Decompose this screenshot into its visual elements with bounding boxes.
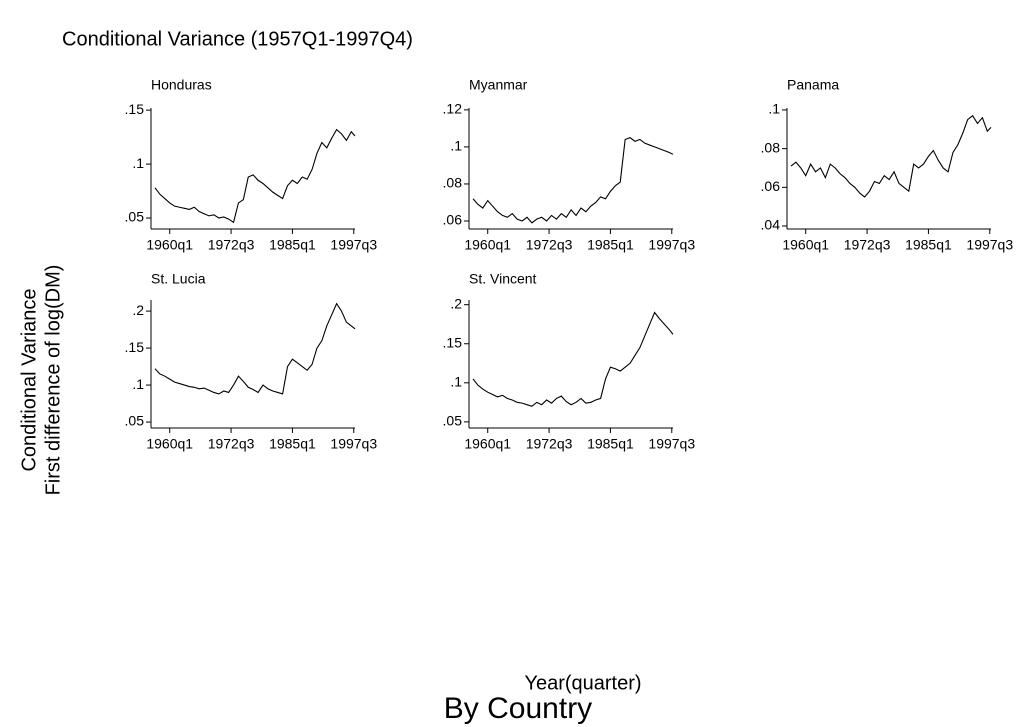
y-tick-label: .2 bbox=[450, 295, 462, 311]
x-tick-label: 1960q1 bbox=[464, 436, 511, 452]
panel-title: St. Lucia bbox=[151, 271, 206, 287]
x-tick-label: 1985q1 bbox=[587, 237, 634, 253]
y-axis-title-line: Conditional Variance bbox=[18, 288, 40, 471]
panel-title: St. Vincent bbox=[469, 271, 537, 287]
data-line bbox=[154, 128, 356, 224]
y-tick-label: .06 bbox=[443, 212, 463, 228]
y-tick-label: .15 bbox=[125, 339, 145, 355]
y-tick-label: .15 bbox=[443, 334, 463, 350]
data-line bbox=[790, 114, 992, 198]
panel-title: Myanmar bbox=[469, 77, 528, 93]
x-tick-label: 1972q3 bbox=[208, 237, 255, 253]
y-tick-label: .1 bbox=[450, 374, 462, 390]
x-tick-label: 1985q1 bbox=[905, 237, 952, 253]
x-tick-label: 1985q1 bbox=[269, 436, 316, 452]
data-line bbox=[472, 311, 674, 407]
x-axis-title: Year(quarter) bbox=[524, 672, 641, 694]
figure-title: Conditional Variance (1957Q1-1997Q4) bbox=[62, 28, 413, 50]
y-tick-label: .06 bbox=[761, 178, 781, 194]
data-line bbox=[472, 137, 674, 224]
x-tick-label: 1997q3 bbox=[648, 436, 695, 452]
panel-title: Honduras bbox=[151, 77, 212, 93]
x-tick-label: 1972q3 bbox=[526, 436, 573, 452]
x-tick-label: 1960q1 bbox=[782, 237, 829, 253]
y-axis-title-line: First difference of log(DM) bbox=[42, 265, 64, 496]
y-tick-label: .1 bbox=[132, 155, 144, 171]
y-tick-label: .05 bbox=[125, 209, 145, 225]
x-tick-label: 1960q1 bbox=[146, 237, 193, 253]
x-tick-label: 1960q1 bbox=[146, 436, 193, 452]
y-tick-label: .12 bbox=[443, 101, 463, 117]
caption: By Country bbox=[444, 692, 592, 725]
x-tick-label: 1972q3 bbox=[526, 237, 573, 253]
y-tick-label: .04 bbox=[761, 217, 781, 233]
x-tick-label: 1972q3 bbox=[844, 237, 891, 253]
x-tick-label: 1960q1 bbox=[464, 237, 511, 253]
data-line bbox=[154, 302, 356, 395]
x-tick-label: 1997q3 bbox=[648, 237, 695, 253]
y-tick-label: .05 bbox=[125, 413, 145, 429]
y-axis-title: Conditional Variance First difference of… bbox=[18, 265, 64, 496]
x-tick-label: 1997q3 bbox=[966, 237, 1013, 253]
y-tick-label: .1 bbox=[132, 376, 144, 392]
x-tick-label: 1972q3 bbox=[208, 436, 255, 452]
x-tick-label: 1997q3 bbox=[330, 237, 377, 253]
panel-title: Panama bbox=[787, 77, 839, 93]
y-tick-label: .1 bbox=[450, 138, 462, 154]
y-tick-label: .2 bbox=[132, 302, 144, 318]
x-tick-label: 1985q1 bbox=[587, 436, 634, 452]
x-tick-label: 1985q1 bbox=[269, 237, 316, 253]
y-tick-label: .1 bbox=[768, 101, 780, 117]
y-tick-label: .05 bbox=[443, 413, 463, 429]
x-tick-label: 1997q3 bbox=[330, 436, 377, 452]
y-tick-label: .08 bbox=[761, 139, 781, 155]
y-tick-label: .15 bbox=[125, 101, 145, 117]
y-tick-label: .08 bbox=[443, 175, 463, 191]
